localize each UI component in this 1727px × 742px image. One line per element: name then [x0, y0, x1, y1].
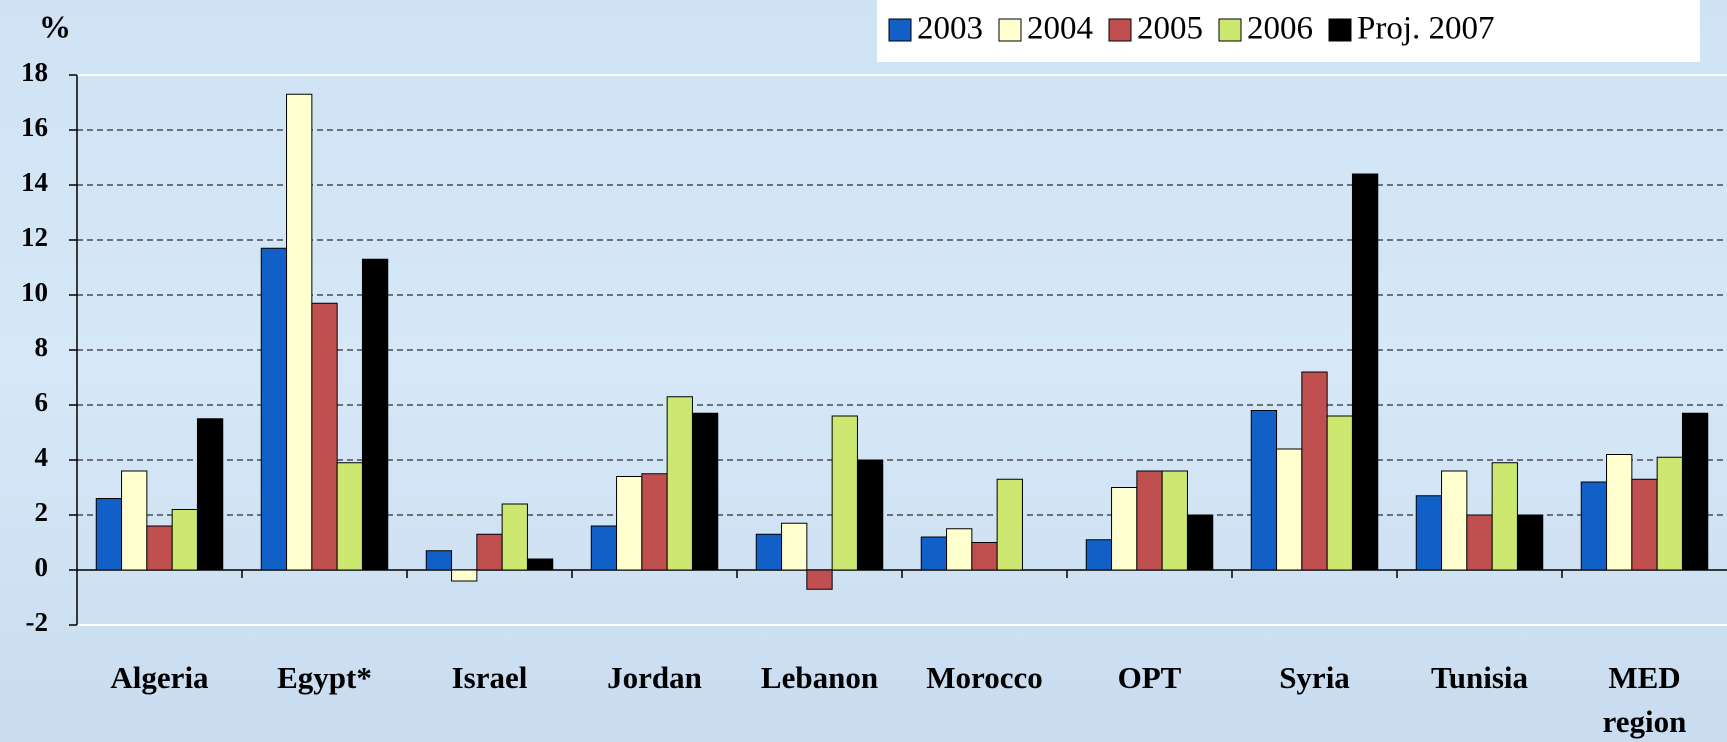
x-tick-label: OPT [1117, 660, 1182, 695]
bar [260, 247, 288, 571]
bar [171, 509, 198, 571]
bar [501, 503, 528, 571]
y-tick-label: 8 [35, 332, 49, 362]
bar [196, 418, 224, 571]
bar [526, 558, 554, 571]
bar [666, 396, 693, 571]
bar [286, 93, 313, 571]
y-tick-label: 16 [21, 112, 48, 142]
bar [1606, 454, 1633, 571]
x-tick-label: Jordan [607, 660, 702, 695]
x-tick-label: Tunisia [1430, 660, 1529, 695]
bar [755, 533, 783, 571]
bar [920, 536, 948, 571]
y-tick-label: 2 [35, 497, 49, 527]
y-tick-label: 10 [21, 277, 48, 307]
bar [1681, 412, 1709, 571]
bar [691, 412, 719, 571]
legend-label: Proj. 2007 [1357, 11, 1495, 47]
bar [946, 528, 973, 571]
legend-label: 2005 [1137, 11, 1203, 47]
legend-swatch [1218, 18, 1242, 42]
bar [1250, 410, 1278, 571]
x-tick-label: Morocco [926, 660, 1043, 695]
x-tick-label: Egypt* [277, 660, 372, 695]
bar [781, 522, 808, 571]
x-tick-label: Lebanon [760, 660, 879, 695]
bar [121, 470, 148, 571]
bar [1111, 487, 1138, 571]
bar [451, 569, 478, 582]
y-tick-label: 12 [21, 222, 48, 252]
x-tick-label: Algeria [110, 660, 209, 695]
bar [1466, 514, 1493, 571]
legend-swatch [998, 18, 1022, 42]
bar [1441, 470, 1468, 571]
bar [311, 302, 338, 571]
bar [476, 533, 503, 571]
bar [95, 498, 123, 571]
bar [806, 569, 833, 590]
bar [996, 478, 1023, 571]
x-tick-label: MED region [1602, 660, 1687, 739]
bar [590, 525, 618, 571]
bar [146, 525, 173, 571]
bar [1136, 470, 1163, 571]
bar [641, 473, 668, 571]
bar [1351, 173, 1379, 571]
x-tick-label: Israel [451, 660, 528, 695]
y-tick-label: -2 [26, 607, 49, 637]
bar [336, 462, 363, 571]
y-tick-label: 18 [21, 57, 48, 87]
bar [1656, 456, 1683, 571]
bar [1186, 514, 1214, 571]
y-tick-label: 4 [35, 442, 49, 472]
bar [1161, 470, 1188, 571]
bar [971, 542, 998, 571]
bar [1326, 415, 1353, 571]
bar [1631, 478, 1658, 571]
bar [616, 476, 643, 571]
legend-label: 2006 [1247, 11, 1313, 47]
y-tick-label: 14 [21, 167, 48, 197]
y-tick-label: 0 [35, 552, 49, 582]
bar [361, 258, 389, 571]
bar [831, 415, 858, 571]
bar [1516, 514, 1544, 571]
y-axis-label: % [39, 8, 71, 44]
bar [1301, 371, 1328, 571]
legend-swatch [888, 18, 912, 42]
bar [425, 550, 453, 571]
legend-label: 2003 [917, 11, 983, 47]
bar [1491, 462, 1518, 571]
bar [1415, 495, 1443, 571]
legend-swatch [1328, 18, 1352, 42]
legend-label: 2004 [1027, 11, 1093, 47]
bar [856, 459, 884, 571]
bar [1276, 448, 1303, 571]
bar [1580, 481, 1608, 571]
legend-swatch [1108, 18, 1132, 42]
y-tick-label: 6 [35, 387, 49, 417]
x-tick-label: Syria [1279, 660, 1350, 695]
bar [1085, 539, 1113, 571]
